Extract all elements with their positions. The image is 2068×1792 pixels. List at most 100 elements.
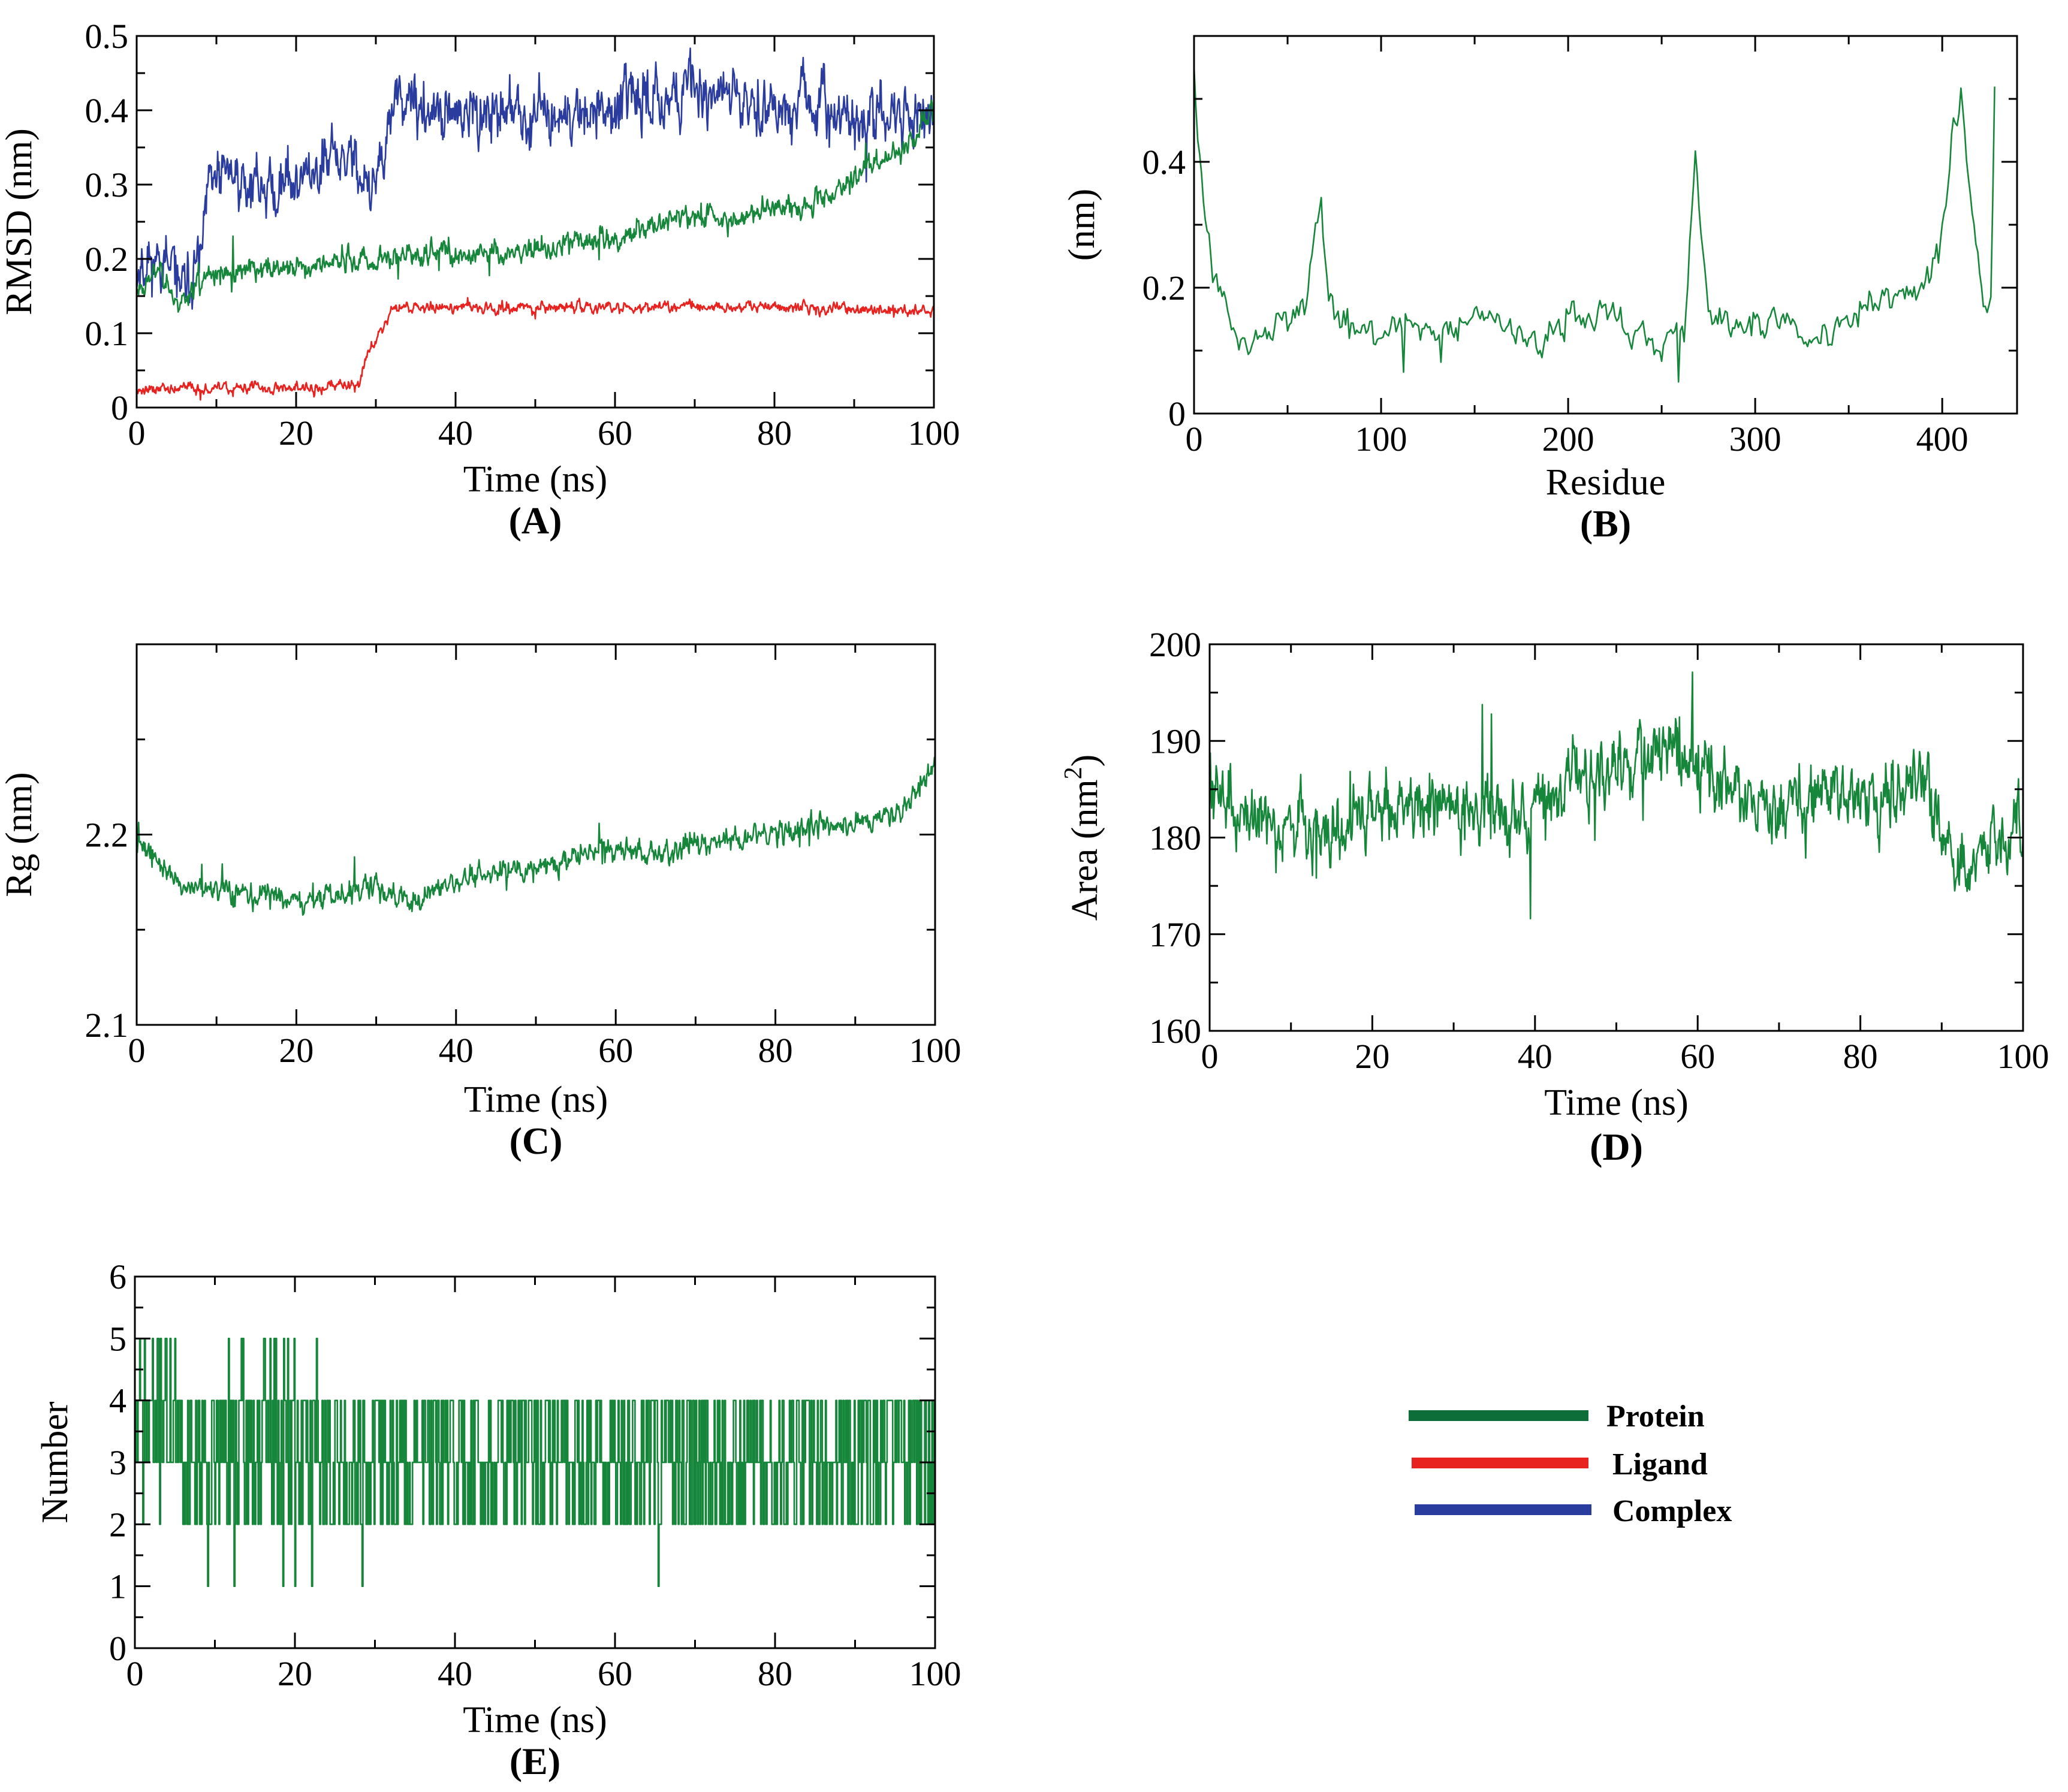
legend: Protein Ligand Complex (1409, 1399, 1732, 1528)
y-axis-label-text: (nm) (1062, 189, 1102, 261)
y-tick-label: 1 (109, 1567, 126, 1606)
y-tick-label: 0.2 (1142, 269, 1186, 307)
panel-label: (E) (510, 1740, 560, 1782)
x-tick-label: 0 (126, 1654, 144, 1693)
y-axis-label-superscript: 2 (1060, 767, 1087, 779)
series-line-protein (135, 1338, 935, 1587)
y-axis-label: Number (35, 1401, 76, 1523)
y-axis-label-close: ) (1065, 755, 1105, 767)
x-tick-label: 60 (598, 1654, 632, 1693)
x-tick-label: 80 (758, 1654, 792, 1693)
y-axis-label: RMSD (nm) (0, 128, 40, 315)
panel-label: (B) (1580, 502, 1631, 545)
y-tick-label: 180 (1149, 819, 1201, 858)
plot-frame (1193, 35, 2018, 415)
y-tick-label: 2.1 (85, 1006, 129, 1045)
y-tick-label: 6 (109, 1257, 126, 1296)
y-tick-label: 0 (1168, 394, 1186, 433)
x-tick-label: 100 (1997, 1037, 2049, 1076)
panel-label: (A) (509, 499, 562, 542)
y-axis-label-text: RMSD (nm) (0, 128, 40, 315)
x-tick-label: 40 (439, 1031, 474, 1070)
series-group (137, 47, 934, 401)
y-tick-label: 160 (1149, 1012, 1201, 1051)
y-axis-label-text: Number (35, 1401, 76, 1523)
y-tick-label: 190 (1149, 722, 1201, 761)
y-tick-label: 5 (109, 1319, 126, 1358)
series-group (137, 756, 935, 916)
panel-label: (C) (510, 1120, 563, 1162)
x-tick-label: 40 (438, 1654, 472, 1693)
x-tick-label: 40 (1518, 1037, 1552, 1076)
series-line-complex (137, 47, 934, 310)
x-tick-label: 60 (598, 414, 632, 452)
x-tick-label: 20 (279, 414, 313, 452)
series-group (135, 1338, 935, 1587)
x-tick-label: 100 (1355, 420, 1407, 458)
y-tick-label: 4 (109, 1381, 126, 1420)
chart-panel-d: 0 20 40 60 80 100 160 170 180 190 200 Time (ns) Area… (1060, 625, 2049, 1168)
x-tick-label: 60 (1680, 1037, 1715, 1076)
y-tick-label: 0.3 (85, 165, 129, 204)
y-axis-label: (nm) (1062, 189, 1102, 261)
x-tick-label: 100 (908, 414, 960, 452)
x-tick-label: 20 (1355, 1037, 1389, 1076)
y-tick-label: 0 (111, 388, 128, 427)
y-axis-label: Rg (nm) (0, 772, 40, 897)
series-line-protein (1194, 66, 1995, 383)
x-tick-label: 300 (1729, 420, 1781, 458)
series-line-ligand (137, 297, 934, 401)
y-tick-label: 0.4 (85, 91, 129, 130)
panel-label: (D) (1590, 1126, 1643, 1168)
y-tick-label: 200 (1149, 625, 1201, 664)
x-tick-label: 80 (1843, 1037, 1878, 1076)
x-tick-label: 80 (757, 414, 792, 452)
y-tick-label: 0 (109, 1629, 126, 1668)
series-line-protein (137, 99, 934, 313)
x-tick-label: 0 (128, 1031, 146, 1070)
x-tick-label: 40 (438, 414, 473, 452)
legend-label-ligand: Ligand (1612, 1447, 1708, 1482)
x-tick-label: 0 (128, 414, 146, 452)
legend-label-protein: Protein (1606, 1399, 1705, 1434)
chart-panel-c: 0 20 40 60 80 100 2.1 2.2 Time (ns) Rg (nm) (C) (0, 643, 961, 1162)
x-tick-label: 80 (758, 1031, 793, 1070)
x-tick-label: 200 (1542, 420, 1594, 458)
x-tick-label: 20 (279, 1031, 313, 1070)
y-tick-label: 0.4 (1142, 143, 1186, 182)
series-group (1194, 66, 1995, 383)
x-axis-label: Residue (1546, 462, 1666, 503)
series-group (1210, 671, 2023, 920)
y-axis-label: Area (nm2) (1060, 755, 1105, 921)
x-tick-label: 100 (909, 1031, 961, 1070)
x-tick-label: 0 (1186, 420, 1203, 458)
y-tick-label: 3 (109, 1443, 126, 1482)
legend-label-complex: Complex (1612, 1494, 1732, 1528)
x-axis-label: Time (ns) (464, 1079, 608, 1120)
chart-panel-a: 0 20 40 60 80 100 0 0.1 0.2 0.3 0.4 0.5 Time (ns) RMS… (0, 17, 960, 542)
series-line-protein (137, 756, 935, 916)
y-axis-label-text: Rg (nm) (0, 772, 40, 897)
x-tick-label: 0 (1201, 1037, 1219, 1076)
chart-panel-b: 0 100 200 300 400 0 0.2 0.4 Residue (nm) (B) (1062, 35, 2018, 545)
y-tick-label: 0.5 (85, 17, 129, 56)
y-tick-label: 0.1 (85, 314, 129, 353)
plot-frame (135, 643, 936, 1026)
y-tick-label: 2.2 (85, 816, 129, 855)
x-axis-label: Time (ns) (463, 1700, 607, 1740)
y-tick-label: 170 (1149, 915, 1201, 954)
y-tick-label: 0.2 (85, 240, 129, 279)
x-tick-label: 20 (278, 1654, 312, 1693)
x-tick-label: 400 (1916, 420, 1968, 458)
x-axis-label: Time (ns) (1544, 1082, 1689, 1123)
x-axis-label: Time (ns) (463, 459, 608, 500)
y-tick-label: 2 (109, 1505, 126, 1544)
x-tick-label: 100 (909, 1654, 961, 1693)
y-axis-label-text: Area (nm (1065, 779, 1105, 921)
chart-panel-e: 0 20 40 60 80 100 0 1 2 3 4 5 6 Time (ns) Number (E) (35, 1257, 961, 1782)
x-tick-label: 60 (598, 1031, 633, 1070)
plot-frame (135, 35, 935, 409)
series-line-protein (1210, 671, 2023, 920)
